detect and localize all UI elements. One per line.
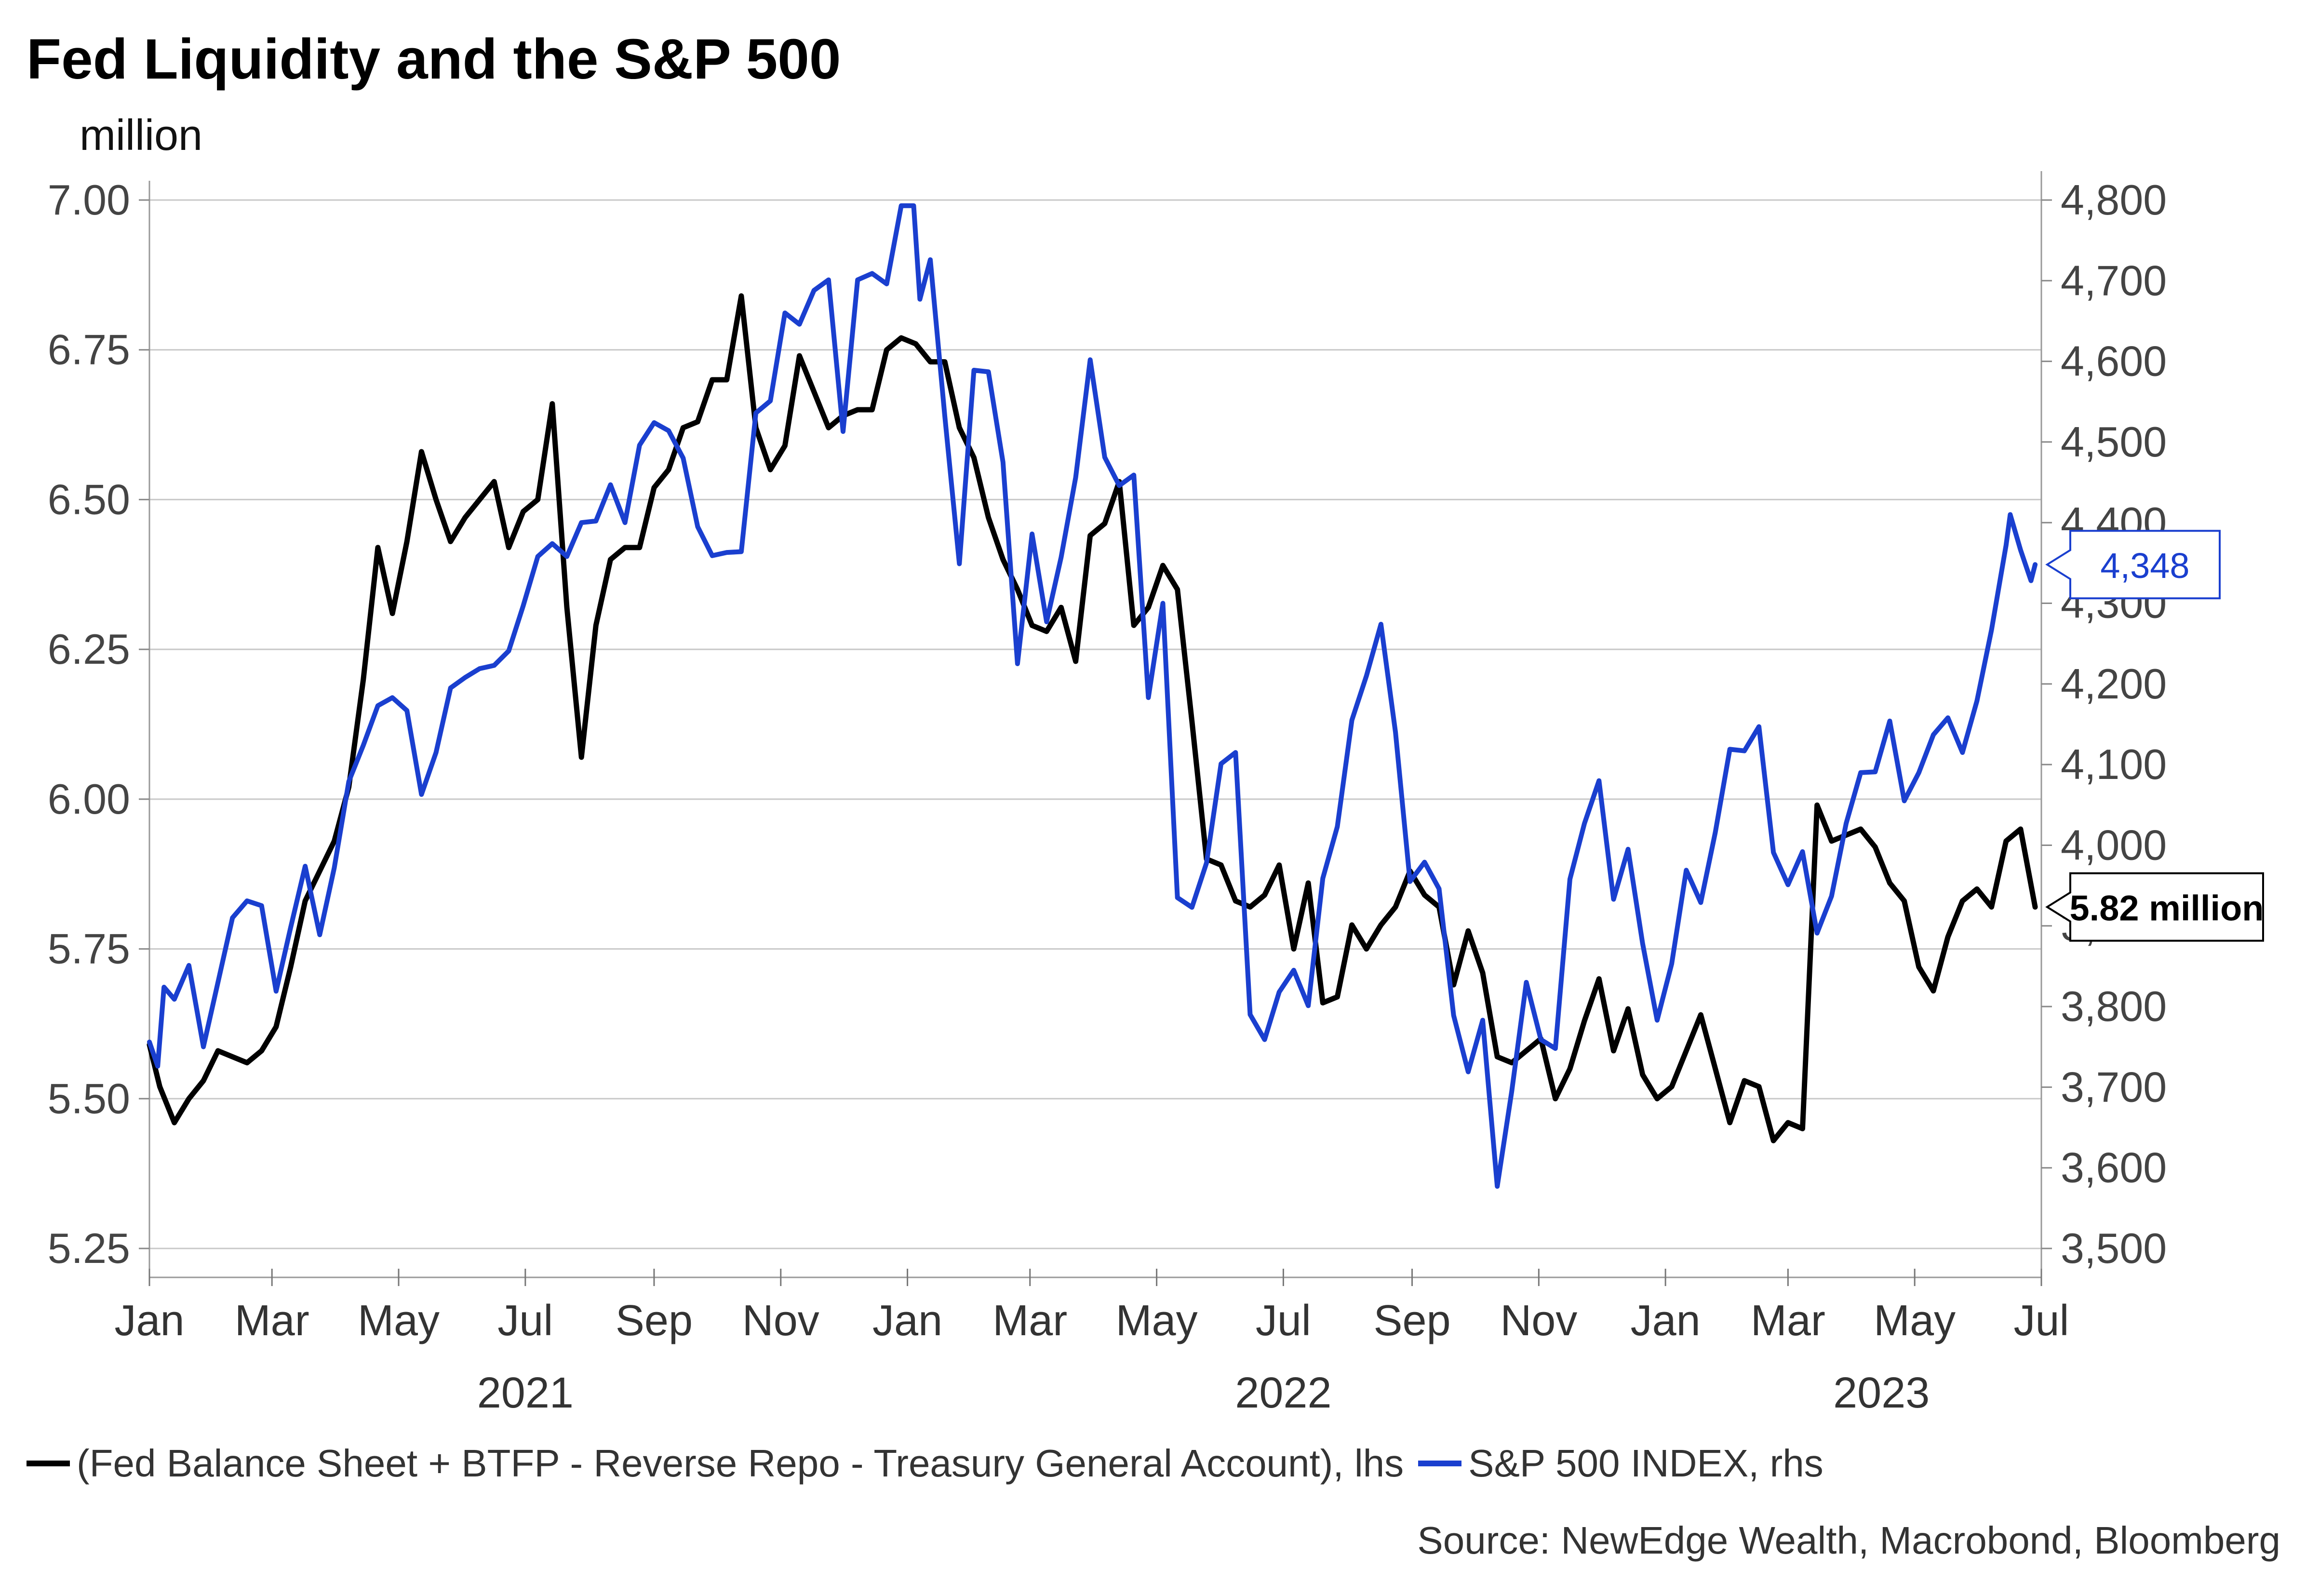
x-tick-label: Jul [2013,1297,2069,1345]
right-tick-label: 4,800 [2061,176,2167,224]
x-tick-label: Jan [872,1297,942,1345]
left-tick-label: 6.00 [48,775,130,823]
x-tick-label: Nov [1500,1297,1577,1345]
series-lines [147,203,2038,1189]
end-label-box-fed-liquidity [2045,872,2264,942]
right-tick-label: 4,100 [2061,740,2167,788]
legend: (Fed Balance Sheet + BTFP - Reverse Repo… [27,1441,1838,1486]
x-year-label: 2023 [1833,1369,1930,1417]
left-tick-label: 5.25 [48,1224,130,1272]
left-tick-label: 6.50 [48,475,130,523]
end-label-sp500: 4,348 [2100,546,2189,586]
right-tick-label: 3,500 [2061,1224,2167,1272]
left-tick-label: 5.50 [48,1074,130,1122]
end-label-fed-liquidity: 5.82 million [2069,888,2264,928]
x-tick-label: May [358,1297,440,1345]
left-tick-label: 7.00 [48,176,130,224]
x-tick-label: Jul [1256,1297,1311,1345]
x-tick-label: May [1874,1297,1956,1345]
x-tick-label: Jan [114,1297,184,1345]
x-year-label: 2021 [477,1369,574,1417]
x-tick-label: Mar [1751,1297,1825,1345]
x-year-label: 2022 [1235,1369,1331,1417]
right-tick-label: 4,000 [2061,821,2167,869]
x-tick-label: May [1116,1297,1198,1345]
source-note: Source: NewEdge Wealth, Macrobond, Bloom… [1417,1519,2280,1562]
legend-swatch-blue [1418,1461,1462,1466]
right-tick-label: 4,600 [2061,337,2167,385]
legend-swatch-black [27,1461,70,1466]
chart-title: Fed Liquidity and the S&P 500 [27,27,841,91]
series-line-fed-liquidity [147,293,2038,1143]
x-tick-label: Jan [1631,1297,1701,1345]
right-tick-label: 4,700 [2061,256,2167,304]
x-tick-label: Sep [616,1297,693,1345]
right-tick-label: 3,600 [2061,1144,2167,1192]
legend-label-fed-liquidity: (Fed Balance Sheet + BTFP - Reverse Repo… [77,1442,1404,1485]
series-line-sp500 [147,203,2038,1189]
right-tick-label: 4,200 [2061,660,2167,708]
left-axis-ticks: 7.00 6.75 6.50 6.25 6.00 5.75 5.50 5.25 [48,176,149,1272]
x-tick-label: Sep [1373,1297,1450,1345]
left-axis-unit-label: million [80,111,203,160]
legend-item-sp500: S&P 500 INDEX, rhs [1418,1441,1823,1486]
x-tick-label: Mar [992,1297,1067,1345]
left-tick-label: 5.75 [48,925,130,973]
left-tick-label: 6.25 [48,625,130,673]
right-tick-label: 3,800 [2061,982,2167,1030]
x-tick-label: Nov [742,1297,819,1345]
right-tick-label: 4,500 [2061,418,2167,466]
right-tick-label: 3,700 [2061,1063,2167,1111]
axes [148,171,2042,1278]
right-axis-ticks: 4,8004,7004,6004,5004,4004,3004,2004,100… [2041,176,2167,1272]
x-axis-ticks: Jan Mar May Jul Sep Nov Jan Mar May Jul Sep Nov Jan M… [114,1269,2069,1417]
left-tick-label: 6.75 [48,326,130,374]
x-tick-label: Jul [497,1297,553,1345]
end-label-box-sp500 [2045,530,2221,600]
end-value-labels: 5.82 million 4,348 [2045,530,2264,942]
legend-item-fed-liquidity: (Fed Balance Sheet + BTFP - Reverse Repo… [27,1441,1404,1486]
x-tick-label: Mar [235,1297,309,1345]
legend-label-sp500: S&P 500 INDEX, rhs [1468,1442,1823,1485]
